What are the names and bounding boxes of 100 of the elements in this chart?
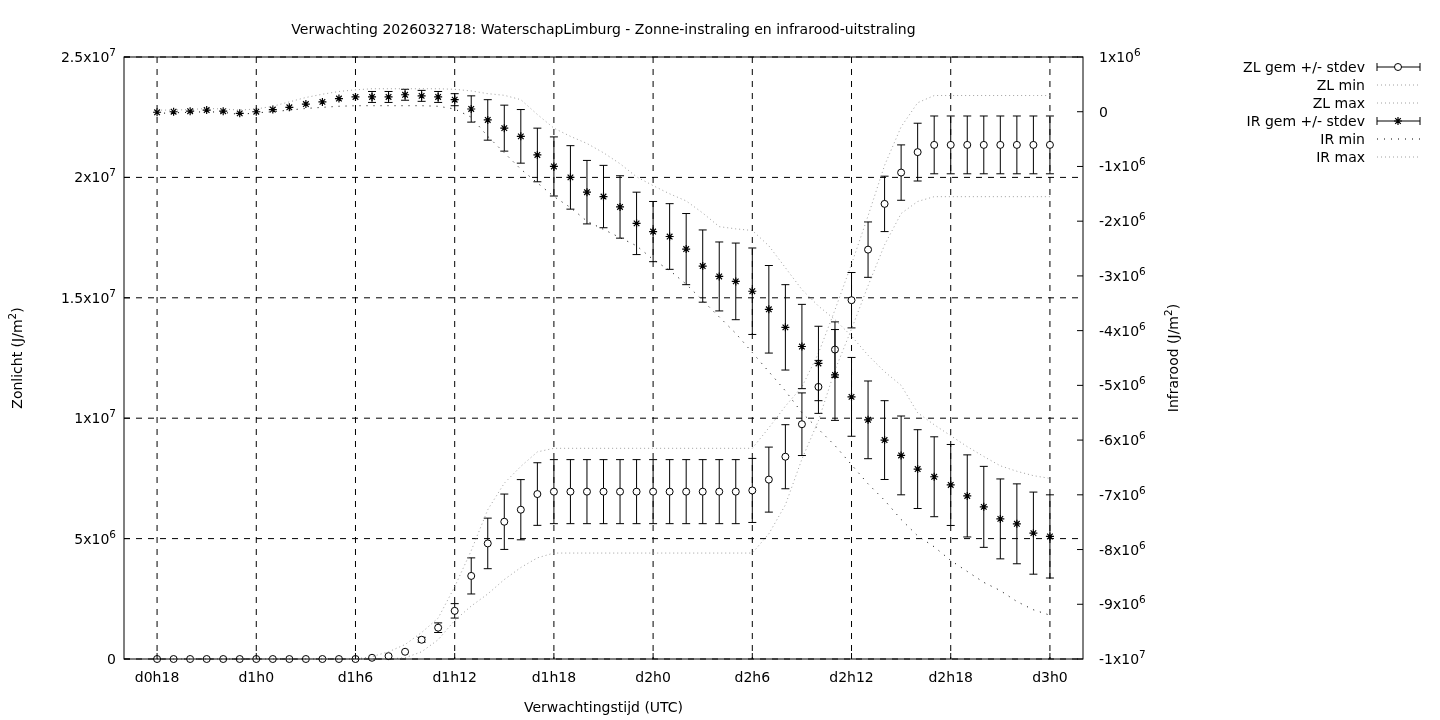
y2-tick-label: -8x10$^{6}$ (1099, 538, 1147, 558)
point (665, 231, 675, 242)
y2-tick-label: 1x10$^{6}$ (1099, 46, 1142, 65)
point (780, 322, 790, 332)
point (648, 226, 658, 237)
point (682, 487, 691, 496)
x-tick-label: d1h0 (238, 669, 275, 685)
point (235, 108, 245, 118)
point (698, 487, 707, 496)
point (879, 435, 890, 445)
x-tick-label: d1h18 (531, 669, 577, 685)
point (500, 517, 509, 526)
point (632, 487, 641, 496)
y2-tick-label: -5x10$^{6}$ (1099, 374, 1147, 394)
point (731, 487, 740, 496)
y-tick-label: 5x10$^{6}$ (74, 527, 117, 547)
x-tick-label: d2h6 (734, 669, 771, 685)
point (301, 99, 311, 109)
x-tick-label: d2h0 (635, 669, 671, 685)
point (913, 464, 923, 474)
point (996, 140, 1005, 149)
point (913, 148, 922, 157)
point (649, 487, 658, 496)
point (1045, 140, 1054, 149)
point (715, 487, 724, 496)
point (930, 140, 939, 149)
point (483, 539, 492, 548)
legend-label: IR min (1320, 131, 1365, 147)
point (1029, 140, 1038, 149)
point (979, 502, 989, 512)
point (764, 475, 773, 484)
point (747, 286, 757, 296)
point (781, 452, 790, 461)
point (864, 245, 873, 254)
y2-tick-label: -1x10$^{6}$ (1099, 155, 1147, 175)
point (929, 472, 939, 482)
point (185, 106, 195, 116)
y-tick-label: 1x10$^{7}$ (74, 407, 116, 427)
x-tick-label: d1h6 (337, 669, 374, 685)
point (731, 276, 741, 286)
point (598, 191, 609, 202)
point (830, 370, 840, 380)
legend-label: IR gem +/- stdev (1246, 113, 1365, 129)
point (202, 105, 212, 115)
point (896, 450, 906, 461)
x-tick-label: d3h0 (1032, 669, 1068, 685)
point (169, 107, 179, 117)
y2-tick-label: -2x10$^{6}$ (1099, 210, 1147, 230)
point (995, 514, 1005, 524)
point (565, 172, 576, 182)
point (1012, 140, 1021, 149)
point (698, 261, 708, 271)
point (681, 244, 691, 254)
y2-tick-label: -7x10$^{6}$ (1099, 483, 1147, 503)
y2-tick-label: 0 (1099, 103, 1108, 120)
point (566, 487, 575, 496)
point (615, 202, 625, 212)
point (797, 420, 806, 429)
point (549, 487, 558, 496)
point (218, 106, 228, 116)
point (1012, 519, 1022, 529)
point (946, 140, 955, 149)
point (897, 168, 906, 177)
point (516, 131, 526, 141)
point (979, 140, 988, 149)
point (499, 123, 509, 133)
point (863, 415, 873, 425)
y2-tick-label: -4x10$^{6}$ (1099, 319, 1147, 339)
point (533, 490, 542, 499)
legend-label: IR max (1316, 149, 1365, 165)
point (467, 571, 476, 580)
point (516, 505, 525, 514)
point (549, 161, 559, 172)
point (846, 392, 857, 402)
point (599, 487, 608, 496)
point (284, 102, 294, 112)
point (1028, 528, 1038, 538)
y-tick-label: 2x10$^{7}$ (74, 166, 116, 186)
point (401, 647, 410, 656)
y-tick-label: 0 (107, 651, 116, 667)
y2-tick-label: -3x10$^{6}$ (1099, 264, 1147, 284)
point (582, 487, 591, 496)
point (714, 271, 724, 282)
point (532, 150, 542, 160)
y2-tick-label: -1x10$^{7}$ (1099, 648, 1146, 667)
chart-title: Verwachting 2026032718: WaterschapLimburg - Zonne-instraling en infrarood-uitstraling (291, 21, 916, 37)
point (582, 187, 592, 197)
x-tick-label: d0h18 (134, 669, 180, 685)
y-tick-label: 2.5x10$^{7}$ (60, 46, 116, 65)
point (665, 487, 674, 496)
point (466, 104, 476, 114)
point (268, 104, 278, 115)
point (251, 107, 261, 117)
point (334, 93, 344, 104)
point (797, 341, 807, 352)
y-tick-label: 1.5x10$^{7}$ (60, 286, 116, 306)
point (748, 486, 757, 495)
point (1045, 531, 1055, 542)
point (962, 491, 972, 501)
x-tick-label: d1h12 (432, 669, 477, 685)
